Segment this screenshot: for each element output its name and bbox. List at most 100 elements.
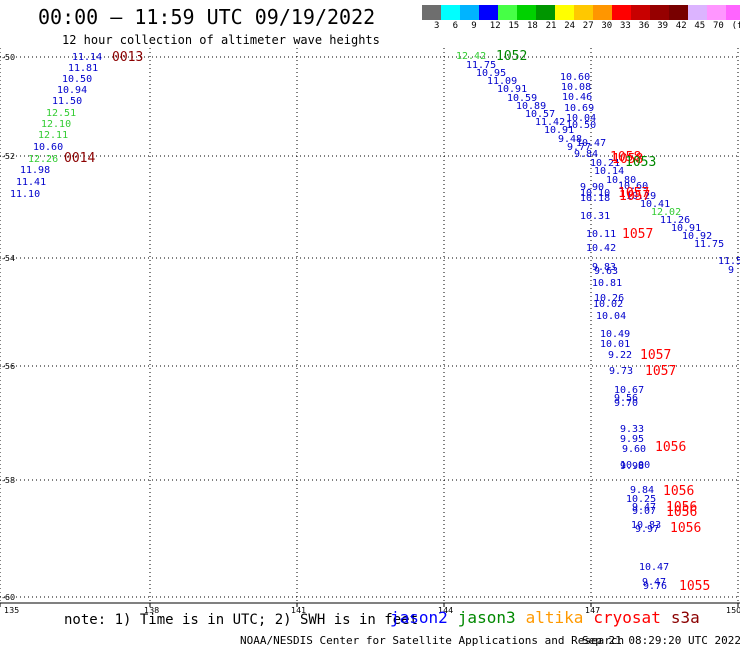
- swh-value: 9.84: [574, 149, 598, 160]
- swh-value: 10.14: [594, 166, 624, 177]
- swh-value: 10.02: [593, 299, 623, 310]
- pass-time-label: 1055: [679, 579, 710, 594]
- satellite-legend: jason2 jason3 altika cryosat s3a: [390, 608, 710, 627]
- swh-value: 9.73: [609, 366, 633, 377]
- legend-swatch: [422, 5, 441, 20]
- pass-time-label: 1057: [622, 227, 653, 242]
- swh-value: 10.81: [592, 278, 622, 289]
- swh-value: 9.83: [592, 262, 616, 273]
- swh-value: 10.47: [639, 562, 669, 573]
- swh-value: 10.18: [580, 193, 610, 204]
- swh-value: 11.09: [487, 76, 517, 87]
- legend-label: 18: [527, 21, 538, 31]
- legend-swatch: [707, 5, 726, 20]
- satellite-legend-item: s3a: [670, 608, 700, 627]
- legend-label: 70: [713, 21, 724, 31]
- swh-value: 11.26: [660, 215, 690, 226]
- swh-value: 10.08: [561, 82, 591, 93]
- swh-value: 9.95: [620, 434, 644, 445]
- legend-label: 42: [675, 21, 687, 31]
- lon-tick-label: 135: [4, 606, 19, 615]
- swh-value: 10.57: [525, 109, 555, 120]
- color-scale-legend: [422, 5, 740, 20]
- swh-value: 11.50: [52, 96, 82, 107]
- generated-timestamp: Sep 21 08:29:20 UTC 2022: [582, 634, 740, 647]
- swh-value: 11.81: [68, 63, 98, 74]
- legend-swatch: [726, 5, 740, 20]
- pass-time-label: 1056: [666, 500, 697, 515]
- legend-label: 45: [694, 21, 706, 31]
- swh-value: 10.69: [564, 103, 594, 114]
- swh-value: 10.91: [544, 125, 574, 136]
- swh-value: 10.47: [576, 138, 606, 149]
- legend-swatch: [612, 5, 631, 20]
- swh-value: 12.02: [651, 207, 681, 218]
- swh-value: 10.67: [614, 385, 644, 396]
- swh-value: 10.01: [600, 339, 630, 350]
- lat-tick-label: -60: [2, 593, 15, 602]
- swh-value: 10.29: [626, 191, 656, 202]
- swh-value: 9.47: [632, 502, 656, 513]
- swh-value: 9.63: [594, 266, 618, 277]
- swh-value: 9.97: [635, 524, 659, 535]
- legend-label: 36: [638, 21, 650, 31]
- pass-time-label: 0014: [64, 151, 95, 166]
- legend-label: 33: [620, 21, 631, 31]
- swh-value: 12.51: [46, 108, 76, 119]
- swh-value: 10.59: [507, 93, 537, 104]
- swh-value: 9.70: [614, 398, 638, 409]
- swh-value: 11.75: [466, 60, 496, 71]
- legend-swatch: [631, 5, 650, 20]
- swh-value: 10.41: [640, 199, 670, 210]
- swh-value: 9.60: [622, 444, 646, 455]
- swh-value: 10.50: [566, 120, 596, 131]
- map-labels: 11.1411.8110.5010.9411.5012.5112.1012.11…: [10, 49, 740, 594]
- pass-time-label: 1056: [663, 484, 694, 499]
- swh-value: 11.14: [72, 52, 102, 63]
- legend-label: 15: [508, 21, 520, 31]
- swh-value: 10.26: [594, 293, 624, 304]
- swh-value: 10.60: [33, 142, 63, 153]
- swh-value: 10.46: [562, 92, 592, 103]
- legend-swatch: [669, 5, 688, 20]
- legend-swatch: [536, 5, 555, 20]
- legend-label: 9: [471, 21, 477, 31]
- swh-value: 10.60: [560, 72, 590, 83]
- pass-time-label: 1056: [655, 440, 686, 455]
- swh-value: 10.31: [580, 211, 610, 222]
- lon-tick-label: 150: [726, 606, 740, 615]
- swh-value: 11.41: [16, 177, 46, 188]
- swh-value: 12.26: [28, 154, 58, 165]
- lat-tick-label: -54: [2, 254, 15, 263]
- swh-value: 11.42: [535, 117, 565, 128]
- satellite-legend-item: cryosat: [593, 608, 661, 627]
- legend-swatch: [460, 5, 479, 20]
- swh-value: 10.91: [497, 84, 527, 95]
- legend-label: (ft): [731, 21, 740, 31]
- swh-value: 10.92: [682, 231, 712, 242]
- swh-value: 10.42: [586, 243, 616, 254]
- swh-value: 10.00: [620, 460, 650, 471]
- swh-value: 9.84: [630, 485, 654, 496]
- lon-tick-label: 138: [144, 606, 159, 615]
- lat-tick-label: -50: [2, 53, 15, 62]
- swh-value: 10.49: [600, 329, 630, 340]
- swh-value: 10.89: [516, 101, 546, 112]
- swh-value: 10.95: [476, 68, 506, 79]
- map-title: 00:00 — 11:59 UTC 09/19/2022: [38, 5, 376, 29]
- legend-swatch: [479, 5, 498, 20]
- pass-time-label: 1057: [645, 364, 676, 379]
- pass-time-label: 1056: [666, 505, 697, 520]
- swh-value: 11.75: [694, 239, 724, 250]
- pass-time-label: 1057: [640, 348, 671, 363]
- legend-label: 21: [545, 21, 557, 31]
- legend-label: 27: [582, 21, 594, 31]
- legend-swatch: [555, 5, 574, 20]
- satellite-legend-item: jason2: [390, 608, 448, 627]
- swh-value: 9.48: [558, 134, 582, 145]
- legend-label: 24: [564, 21, 576, 31]
- swh-value: 10.91: [671, 223, 701, 234]
- swh-value: 9.47: [642, 577, 666, 588]
- legend-label: 6: [452, 21, 459, 31]
